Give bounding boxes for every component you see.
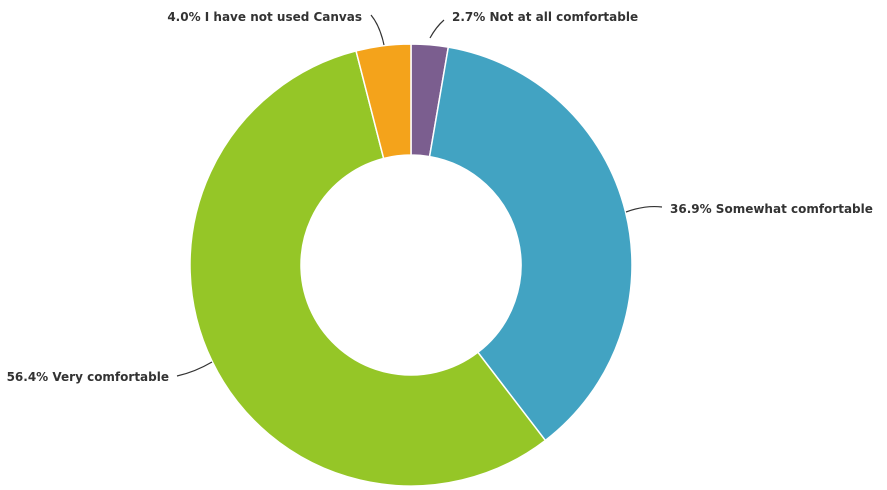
leader-line-somewhat-comfortable xyxy=(625,205,663,213)
leader-line-very-comfortable xyxy=(176,361,213,377)
leader-line-i-have-not-used-canvas xyxy=(370,14,385,46)
slice-very-comfortable[interactable] xyxy=(189,50,547,487)
data-label-not-at-all-comfortable: 2.7% Not at all comfortable xyxy=(452,10,638,24)
slice-somewhat-comfortable[interactable] xyxy=(428,46,633,442)
slice-i-have-not-used-canvas[interactable] xyxy=(355,43,412,160)
data-label-i-have-not-used-canvas: 4.0% I have not used Canvas xyxy=(167,10,362,24)
data-label-very-comfortable: 56.4% Very comfortable xyxy=(7,370,169,384)
data-label-somewhat-comfortable: 36.9% Somewhat comfortable xyxy=(670,202,873,216)
leader-line-not-at-all-comfortable xyxy=(429,19,445,39)
